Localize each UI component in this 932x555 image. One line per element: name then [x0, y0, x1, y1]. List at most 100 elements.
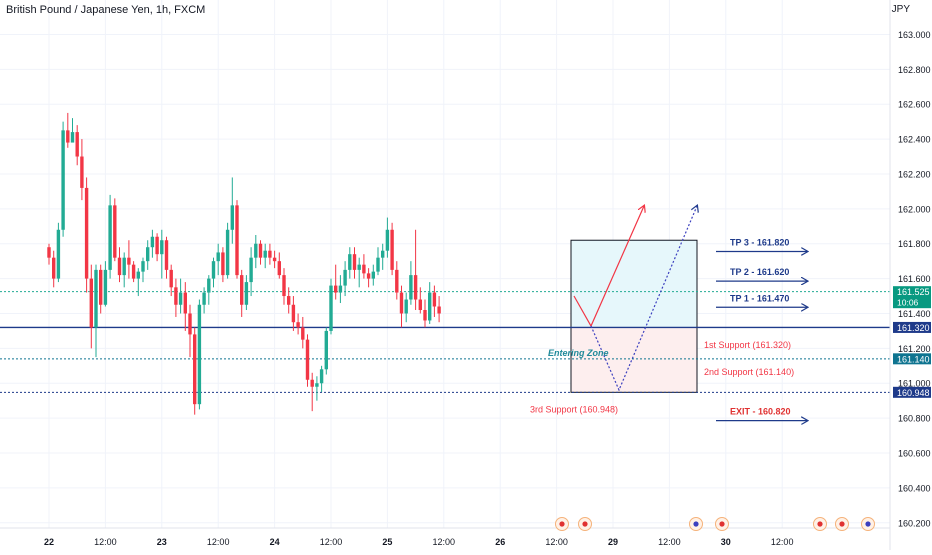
economic-event-icon [813, 517, 827, 531]
candle-body [197, 304, 202, 405]
candle-body [188, 313, 192, 335]
candle-body [84, 187, 89, 279]
price-tag-bg [893, 321, 931, 333]
candle-body [399, 292, 404, 314]
candle-body [329, 285, 333, 331]
candle-body [47, 247, 51, 258]
y-tick-label: 163.000 [898, 30, 931, 40]
candle-body [127, 257, 131, 265]
event-marker-dot [719, 521, 725, 527]
candle-body [348, 254, 352, 270]
y-tick-label: 160.800 [898, 414, 931, 424]
candle-body [376, 257, 380, 272]
price-tag-bg [893, 286, 931, 309]
event-marker-dot [559, 521, 565, 527]
candle-body [108, 205, 112, 270]
candle-body [113, 205, 117, 258]
candle-body [362, 264, 366, 274]
candle-body [272, 257, 277, 262]
candle-body [287, 296, 291, 305]
target-zone [571, 240, 697, 328]
candle-body [428, 292, 432, 321]
candle-body [66, 130, 70, 143]
candle-body [357, 264, 361, 270]
target-label: TP 3 - 161.820 [730, 237, 789, 247]
candle-body [395, 269, 399, 293]
candle-body [254, 243, 258, 258]
candle-body [235, 205, 239, 276]
price-tag-bg [893, 353, 931, 365]
x-tick-label: 26 [495, 537, 505, 547]
candle-body [207, 278, 211, 293]
x-tick-label: 12:00 [545, 537, 568, 547]
target-label: TP 1 - 161.470 [730, 293, 789, 303]
candle-body [310, 379, 314, 387]
x-tick-label: 30 [721, 537, 731, 547]
candle-body [301, 327, 305, 340]
candle-body [423, 309, 427, 321]
y-tick-label: 161.600 [898, 274, 931, 284]
economic-event-icon [578, 517, 592, 531]
candle-body [122, 257, 126, 276]
event-marker-dot [817, 521, 823, 527]
economic-event-icon [555, 517, 569, 531]
candle-body [52, 257, 56, 279]
y-tick-label: 162.600 [898, 100, 931, 110]
candle-body [258, 243, 263, 258]
candle-body [193, 334, 197, 405]
candle-body [338, 285, 343, 293]
uk-flag-event-icon [689, 517, 703, 531]
x-tick-label: 12:00 [207, 537, 230, 547]
y-tick-label: 162.200 [898, 169, 931, 179]
candle-body [117, 257, 122, 276]
candle-body [136, 271, 140, 279]
x-tick-label: 12:00 [433, 537, 456, 547]
candle-body [99, 269, 103, 305]
support-label: 2nd Support (161.140) [704, 367, 794, 377]
candle-body [141, 261, 145, 272]
economic-event-icon [715, 517, 729, 531]
price-tag-bg [893, 386, 931, 398]
stop-zone [571, 327, 697, 393]
candle-body [305, 339, 310, 380]
candle-body [103, 269, 108, 305]
x-tick-label: 25 [382, 537, 392, 547]
candle-body [183, 292, 187, 314]
candle-body [404, 299, 408, 314]
price-tag-text: 161.525 [897, 287, 930, 297]
candle-body [296, 322, 300, 328]
candle-body [211, 261, 216, 279]
price-tag: 160.948 [893, 386, 931, 398]
price-tag-text: 161.140 [897, 354, 930, 364]
candle-body [150, 236, 155, 248]
candle-body [366, 273, 371, 279]
candle-body [390, 229, 394, 270]
y-tick-label: 161.000 [898, 379, 931, 389]
candle-body [225, 229, 230, 276]
candle-body [174, 287, 178, 305]
price-tag: 161.140 [893, 353, 931, 365]
candle-body [282, 275, 286, 297]
y-tick-label: 161.800 [898, 239, 931, 249]
candle-body [324, 330, 328, 370]
x-tick-label: 24 [270, 537, 280, 547]
uk-flag-event-icon [861, 517, 875, 531]
candle-body [381, 250, 385, 258]
x-tick-label: 12:00 [771, 537, 794, 547]
candle-body [240, 275, 244, 305]
candle-body [160, 240, 164, 255]
candle-body [131, 264, 136, 279]
x-tick-label: 12:00 [658, 537, 681, 547]
candle-body [164, 240, 169, 270]
x-tick-label: 12:00 [320, 537, 343, 547]
price-tag-sub: 10:06 [897, 298, 919, 308]
economic-event-icon [835, 517, 849, 531]
y-tick-label: 160.200 [898, 518, 931, 528]
x-tick-label: 22 [44, 537, 54, 547]
entering-zone-label: Entering Zone [548, 348, 609, 358]
candle-body [56, 229, 61, 279]
y-tick-label: 161.400 [898, 309, 931, 319]
